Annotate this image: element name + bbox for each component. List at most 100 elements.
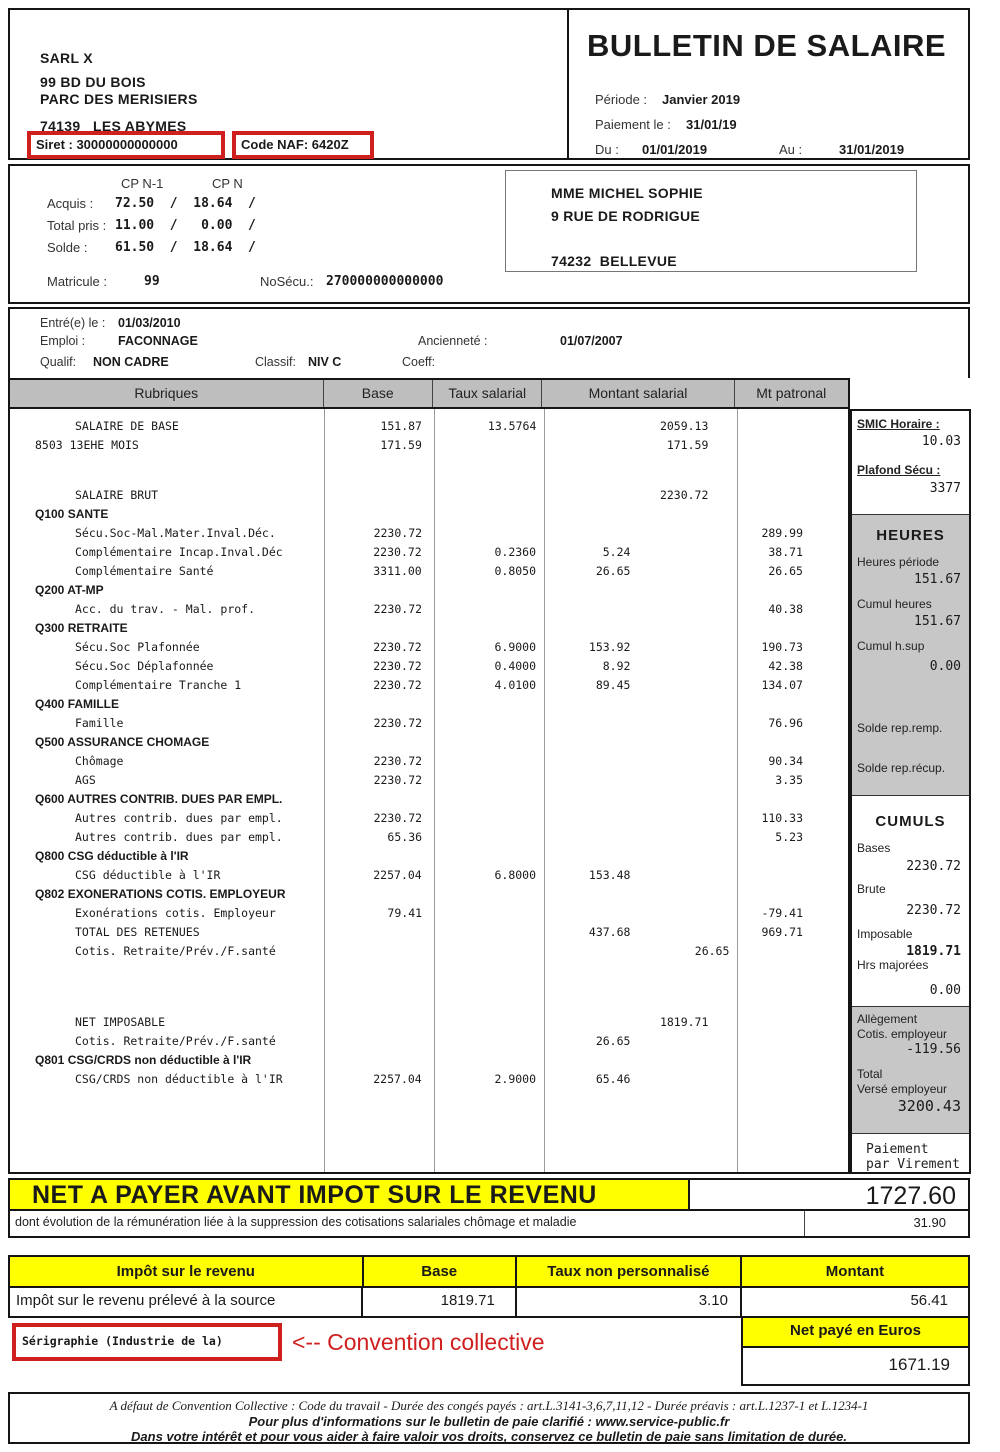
- taux-value: [432, 436, 541, 455]
- entree-value: 01/03/2010: [118, 316, 181, 330]
- table-row: Cotis. Retraite/Prév./F.santé 26.65: [10, 1032, 848, 1051]
- anciennete-value: 01/07/2007: [560, 334, 623, 348]
- table-row: Cotis. Retraite/Prév./F.santé 26.65: [10, 942, 848, 961]
- rubrique-label: Autres contrib. dues par empl.: [75, 830, 283, 844]
- anciennete-label: Ancienneté :: [418, 334, 488, 348]
- au-value: 31/01/2019: [839, 142, 905, 157]
- rubrique-label: Q802 EXONERATIONS COTIS. EMPLOYEUR: [35, 887, 286, 901]
- cumul-brute-value: 2230.72: [906, 903, 961, 918]
- rubrique-label: Sécu.Soc-Mal.Mater.Inval.Déc.: [75, 526, 276, 540]
- montant-salarial-value: 153.92: [588, 640, 631, 654]
- table-row: Q600 AUTRES CONTRIB. DUES PAR EMPL.: [10, 790, 848, 809]
- employee-name: MME MICHEL SOPHIE: [551, 185, 703, 201]
- rubrique-label: Exonérations cotis. Employeur: [75, 906, 276, 920]
- classif-value: NIV C: [308, 355, 342, 369]
- rubrique-label: Q200 AT-MP: [35, 583, 104, 597]
- base-value: 2230.72: [373, 716, 423, 730]
- base-value: 2230.72: [373, 811, 423, 825]
- total-verse-label-1: Total: [857, 1067, 883, 1081]
- table-row: SALAIRE BRUT 2230.72: [10, 486, 848, 505]
- montant-salarial-value: 171.59: [666, 438, 709, 452]
- acquis-label: Acquis :: [47, 196, 94, 211]
- table-row: Q800 CSG déductible à l'IR: [10, 847, 848, 866]
- naf-highlight-box: Code NAF: 6420Z: [232, 131, 374, 159]
- base-value: 2230.72: [373, 640, 422, 654]
- rubrique-label: Q500 ASSURANCE CHOMAGE: [35, 735, 210, 749]
- footer-line-3: Dans votre intérêt et pour vous aider à …: [131, 1429, 847, 1444]
- qualif-label: Qualif:: [40, 355, 77, 369]
- taux-value: [432, 752, 541, 771]
- table-row: Q802 EXONERATIONS COTIS. EMPLOYEUR: [10, 885, 848, 904]
- col-header-base: Base: [322, 380, 432, 407]
- mt-patronal-value: 190.73: [761, 640, 803, 654]
- base-value: [323, 486, 432, 505]
- base-value: 2257.04: [373, 1072, 422, 1086]
- mt-patronal-value: -79.41: [761, 906, 803, 920]
- base-value: 2230.72: [373, 526, 423, 540]
- base-value: 151.87: [380, 419, 422, 433]
- net-paye-value-cell: 1671.19: [741, 1348, 970, 1386]
- periode-value: Janvier 2019: [662, 92, 741, 107]
- mt-patronal-value: 969.71: [761, 925, 803, 939]
- rubrique-label: SALAIRE DE BASE: [75, 419, 179, 433]
- cumul-heures-value: 151.67: [914, 614, 961, 629]
- cumuls-title: CUMULS: [875, 813, 946, 830]
- mt-patronal-value: [733, 866, 848, 885]
- classif-label: Classif:: [255, 355, 296, 369]
- montant-salarial-value: 26.65: [595, 1034, 631, 1048]
- base-value: 2230.72: [373, 545, 422, 559]
- table-gap: [10, 455, 848, 486]
- rubrique-label: TOTAL DES RETENUES: [75, 925, 200, 939]
- table-row: 8503 13EHE MOIS 171.59 171.59: [10, 436, 848, 455]
- taux-value: [432, 1032, 541, 1051]
- paiement-label: Paiement le :: [595, 117, 671, 132]
- heures-graybox: [852, 514, 969, 796]
- table-row: Sécu.Soc Déplafonnée 2230.72 0.4000 8.92 42.…: [10, 657, 848, 676]
- qualif-value: NON CADRE: [93, 355, 169, 369]
- table-row: SALAIRE DE BASE 151.87 13.5764 2059.13: [10, 417, 848, 436]
- mt-patronal-value: 134.07: [761, 678, 803, 692]
- taux-value: 0.2360: [494, 545, 537, 559]
- table-row: Autres contrib. dues par empl. 65.36 5.23: [10, 828, 848, 847]
- paiement-value: 31/01/19: [686, 117, 737, 132]
- tax-row-base: 1819.71: [361, 1288, 514, 1316]
- montant-salarial-value: [541, 600, 733, 619]
- base-value: [322, 1032, 431, 1051]
- rubrique-label: Cotis. Retraite/Prév./F.santé: [75, 944, 276, 958]
- base-value: 2230.72: [373, 773, 423, 787]
- table-row: Sécu.Soc-Mal.Mater.Inval.Déc. 2230.72 289.…: [10, 524, 848, 543]
- taux-value: 6.8000: [494, 868, 537, 882]
- siret-highlight-box: Siret : 30000000000000: [27, 131, 225, 159]
- nosecu-value: 270000000000000: [326, 274, 444, 289]
- table-row: Complémentaire Incap.Inval.Déc 2230.72 0.2…: [10, 543, 848, 562]
- rubrique-label: Sécu.Soc Déplafonnée: [75, 659, 214, 673]
- montant-salarial-value: [541, 714, 733, 733]
- allegement-label-1: Allègement: [857, 1012, 918, 1026]
- taux-value: [432, 923, 541, 942]
- footer-line-1: A défaut de Convention Collective : Code…: [109, 1398, 869, 1413]
- employee-address-box: MME MICHEL SOPHIE 9 RUE DE RODRIGUE 7423…: [505, 170, 917, 272]
- col-header-taux: Taux salarial: [431, 380, 541, 407]
- table-row: AGS 2230.72 3.35: [10, 771, 848, 790]
- cumul-bases-label: Bases: [857, 841, 891, 855]
- taux-value: [432, 486, 541, 505]
- convention-collective-annotation: <-- Convention collective: [292, 1329, 545, 1355]
- base-value: 2230.72: [373, 659, 422, 673]
- emploi-value: FACONNAGE: [118, 334, 198, 348]
- rubrique-label: SALAIRE BRUT: [75, 488, 159, 502]
- column-divider: [544, 409, 545, 1172]
- employer-address2: PARC DES MERISIERS: [40, 91, 198, 107]
- tax-row-taux: 3.10: [514, 1288, 740, 1316]
- col-header-montant-salarial: Montant salarial: [541, 380, 733, 407]
- rubrique-label: AGS: [75, 773, 96, 787]
- rubrique-label: Complémentaire Incap.Inval.Déc: [75, 545, 283, 559]
- col-header-mt-patronal: Mt patronal: [733, 380, 848, 407]
- rubrique-label: Q800 CSG déductible à l'IR: [35, 849, 189, 863]
- montant-salarial-value: 1819.71: [659, 1015, 709, 1029]
- table-row: Q801 CSG/CRDS non déductible à l'IR: [10, 1051, 848, 1070]
- taux-value: [432, 809, 541, 828]
- tax-row-label: Impôt sur le revenu prélevé à la source: [16, 1292, 276, 1309]
- base-value: [322, 923, 431, 942]
- allegement-value: -119.56: [906, 1042, 961, 1057]
